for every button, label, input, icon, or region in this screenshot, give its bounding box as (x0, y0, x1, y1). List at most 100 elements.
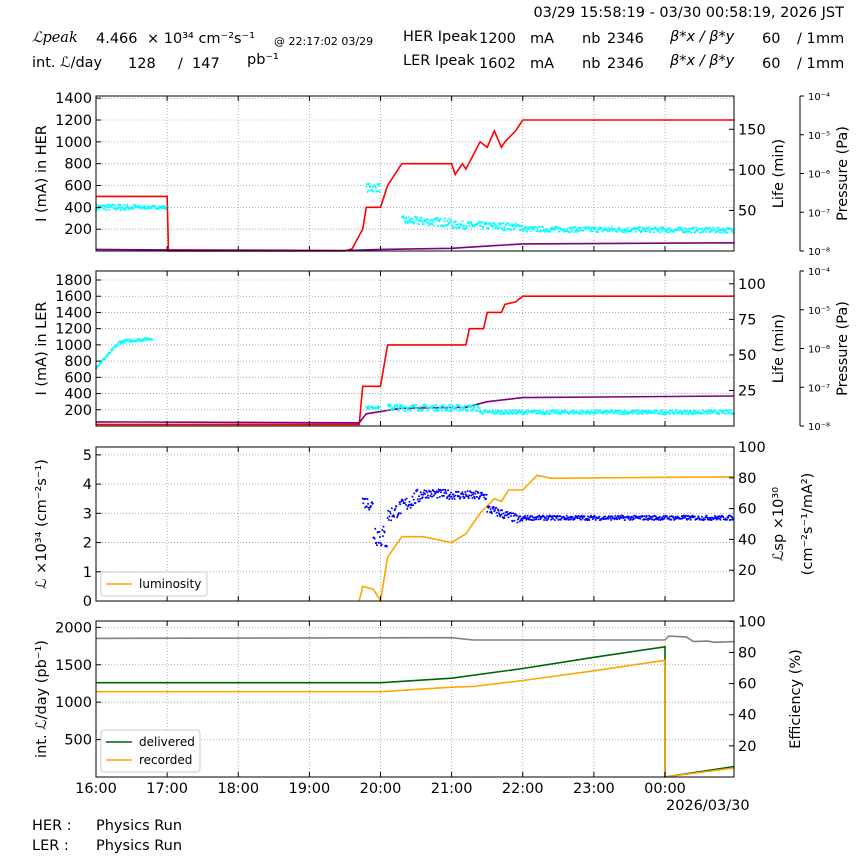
data-point (432, 494, 435, 497)
data-point (454, 494, 457, 497)
data-point (447, 489, 450, 492)
data-point (485, 497, 487, 500)
data-point (506, 227, 509, 230)
data-point (442, 488, 445, 491)
data-point (470, 404, 473, 407)
data-point (609, 517, 612, 520)
data-point (587, 515, 589, 518)
data-point (496, 411, 499, 414)
data-point (122, 341, 125, 344)
data-point (692, 226, 695, 229)
time-range: 03/29 15:58:19 - 03/30 00:58:19, 2026 JS… (533, 5, 844, 21)
data-point (527, 228, 530, 231)
data-point (439, 217, 442, 220)
data-point (139, 338, 142, 341)
y-tick-label: 800 (64, 354, 92, 370)
data-point (107, 204, 110, 207)
data-point (450, 495, 453, 498)
data-point (415, 404, 418, 406)
data-point (117, 203, 120, 206)
data-point (517, 518, 519, 521)
data-point (727, 516, 730, 519)
data-point (698, 227, 701, 230)
series-luminosity (358, 474, 735, 604)
data-point (445, 408, 448, 411)
ler-ma: mA (530, 56, 555, 72)
data-point (448, 493, 451, 496)
data-point (383, 531, 386, 534)
data-point (544, 228, 547, 230)
data-point (610, 409, 613, 412)
data-point (704, 228, 707, 231)
data-point (724, 412, 727, 415)
y-right-tick-label: 80 (738, 471, 756, 487)
data-point (537, 230, 540, 233)
data-point (654, 515, 657, 518)
data-point (722, 409, 725, 412)
data-point (427, 497, 430, 499)
data-point (536, 227, 538, 229)
data-point (474, 492, 477, 495)
data-point (404, 221, 407, 224)
data-point (568, 413, 571, 416)
data-point (520, 411, 522, 414)
data-point (468, 224, 471, 227)
data-point (426, 491, 429, 494)
pressure-tick-label: 10⁻⁵ (808, 306, 830, 317)
legend: luminosity (100, 571, 208, 597)
data-point (412, 498, 415, 501)
data-point (528, 518, 531, 521)
ler-beta-x: 60 (762, 56, 781, 72)
data-point (468, 494, 471, 497)
data-point (694, 231, 697, 234)
data-point (488, 505, 491, 508)
data-point (405, 216, 408, 219)
y-axis-label: int. ℒ/day (pb⁻¹) (34, 640, 50, 758)
data-point (489, 508, 492, 511)
data-point (509, 515, 512, 517)
data-point (373, 537, 376, 540)
data-point (637, 410, 640, 412)
data-point (116, 343, 119, 346)
data-point (543, 230, 546, 233)
data-point (657, 518, 660, 521)
data-point (371, 189, 374, 192)
y-right-tick-label: 40 (738, 708, 756, 724)
data-point (400, 500, 403, 503)
data-point (721, 227, 724, 230)
data-point (454, 220, 457, 223)
data-point (576, 517, 579, 520)
data-point (614, 514, 617, 517)
data-point (518, 225, 521, 228)
data-point (403, 502, 406, 504)
data-point (390, 519, 393, 522)
ler-nb-label: nb (582, 56, 601, 72)
data-point (429, 218, 432, 221)
series-recorded (96, 659, 735, 778)
y-right-tick-label: 150 (738, 122, 766, 138)
data-point (493, 509, 496, 512)
data-point (396, 404, 399, 407)
pressure-tick-label: 10⁻⁴ (808, 92, 830, 103)
data-point (512, 223, 515, 226)
data-point (642, 411, 645, 414)
data-point (409, 506, 412, 509)
data-point (463, 225, 466, 228)
data-point (371, 501, 374, 504)
data-point (607, 227, 610, 230)
series-ler-life (95, 395, 735, 424)
data-point (411, 217, 414, 220)
y-right-axis-label: ℒsp ×10³⁰ (771, 487, 787, 561)
data-point (438, 219, 441, 222)
data-point (609, 411, 611, 414)
data-point (378, 530, 381, 533)
data-point (406, 507, 409, 510)
data-point (500, 222, 503, 225)
data-point (506, 510, 509, 513)
data-point (98, 207, 101, 210)
data-point (460, 492, 463, 495)
y-tick-label: 2 (83, 536, 92, 552)
data-point (451, 497, 454, 500)
data-point (597, 231, 600, 234)
